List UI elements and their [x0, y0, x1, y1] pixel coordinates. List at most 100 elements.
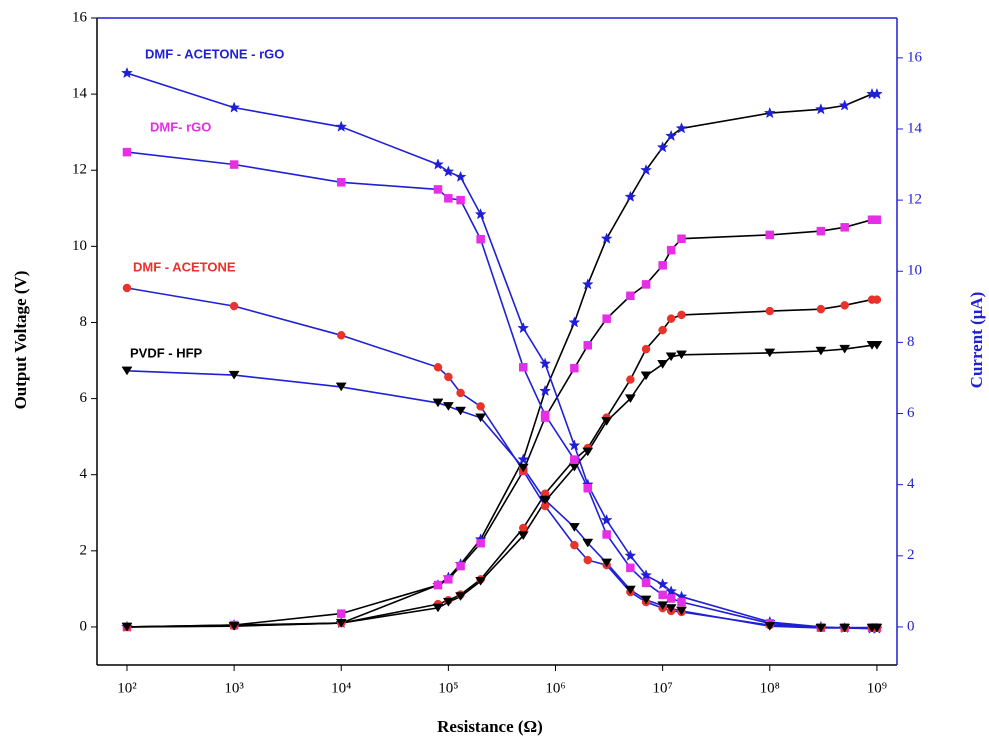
data-point	[442, 402, 454, 411]
y-tick-label: 4	[80, 466, 88, 482]
data-point	[656, 141, 669, 153]
x-tick-label: 10³	[224, 680, 244, 696]
data-point	[570, 363, 579, 373]
data-point	[121, 622, 133, 632]
data-point	[476, 538, 485, 548]
data-point	[454, 170, 467, 182]
data-point	[229, 160, 239, 169]
data-point	[665, 129, 678, 141]
data-point	[626, 291, 635, 301]
data-point	[519, 363, 528, 372]
x-tick-label: 10⁹	[867, 680, 887, 696]
data-point	[583, 483, 593, 493]
data-point	[640, 371, 652, 381]
data-point	[666, 245, 676, 255]
data-point	[540, 501, 550, 511]
y-tick-label: 10	[72, 238, 87, 254]
data-point	[456, 195, 465, 205]
x-tick-label: 10⁷	[653, 680, 673, 696]
data-point	[815, 623, 827, 633]
data-point	[626, 375, 635, 384]
data-point	[432, 603, 444, 613]
data-point	[872, 295, 882, 304]
data-point	[676, 606, 687, 616]
data-point	[476, 402, 485, 411]
data-point	[476, 234, 485, 244]
data-point	[229, 301, 239, 311]
data-point	[600, 232, 613, 244]
data-point	[640, 595, 652, 605]
x-tick-label: 10²	[117, 680, 137, 696]
data-point	[656, 578, 669, 590]
data-point	[839, 344, 851, 354]
data-point	[474, 208, 487, 220]
data-point	[640, 569, 652, 581]
data-point	[838, 99, 851, 111]
data-point	[602, 314, 611, 323]
data-point	[336, 331, 346, 340]
data-point	[600, 513, 613, 526]
data-point	[641, 578, 651, 588]
x-tick-label: 10⁶	[545, 680, 565, 696]
data-point	[840, 301, 849, 310]
series-label: DMF- rGO	[150, 119, 211, 134]
data-point	[336, 178, 346, 187]
data-point	[624, 549, 637, 561]
data-point	[228, 370, 240, 380]
data-point	[335, 618, 347, 628]
x-tick-label: 10⁵	[438, 680, 458, 696]
series-line	[126, 344, 877, 628]
y-tick-label: 12	[72, 162, 87, 178]
data-point	[583, 341, 593, 350]
series-line	[126, 370, 877, 629]
series-label: DMF - ACETONE	[133, 259, 236, 274]
data-point	[455, 592, 467, 601]
data-point	[475, 413, 487, 423]
data-point	[765, 306, 775, 316]
data-point	[432, 158, 444, 170]
data-point	[640, 163, 653, 176]
data-point	[539, 495, 551, 505]
data-point	[444, 194, 453, 203]
data-point	[816, 304, 826, 314]
data-point	[666, 314, 676, 323]
y2-tick-label: 10	[907, 263, 922, 279]
y2-tick-label: 2	[907, 547, 915, 563]
y-tick-label: 16	[72, 9, 88, 25]
data-point	[433, 185, 443, 194]
data-point	[666, 594, 676, 603]
data-point	[641, 280, 651, 289]
series-line	[126, 218, 877, 628]
data-point	[658, 325, 667, 335]
data-point	[517, 321, 530, 334]
data-point	[764, 621, 776, 631]
data-point	[228, 101, 240, 113]
data-point	[676, 350, 687, 360]
data-point	[456, 561, 465, 571]
data-point	[582, 447, 594, 457]
data-point	[658, 590, 667, 600]
data-point	[871, 87, 883, 100]
y-tick-label: 6	[80, 390, 88, 406]
data-point	[433, 580, 443, 590]
data-point	[840, 223, 849, 232]
data-point	[658, 261, 667, 270]
data-point	[540, 410, 550, 420]
data-point	[765, 230, 775, 240]
series-line	[126, 72, 877, 630]
x-tick-label: 10⁴	[331, 680, 351, 696]
data-point	[872, 215, 882, 224]
data-point	[665, 604, 677, 613]
data-point	[602, 530, 611, 539]
data-point	[871, 341, 883, 350]
series-line	[126, 287, 877, 629]
data-point	[442, 165, 455, 177]
y-tick-label: 0	[80, 618, 88, 634]
data-point	[122, 147, 132, 157]
data-point	[581, 278, 594, 290]
data-point	[816, 226, 826, 236]
data-point	[517, 463, 529, 473]
data-point	[677, 597, 686, 607]
data-point	[624, 585, 636, 595]
